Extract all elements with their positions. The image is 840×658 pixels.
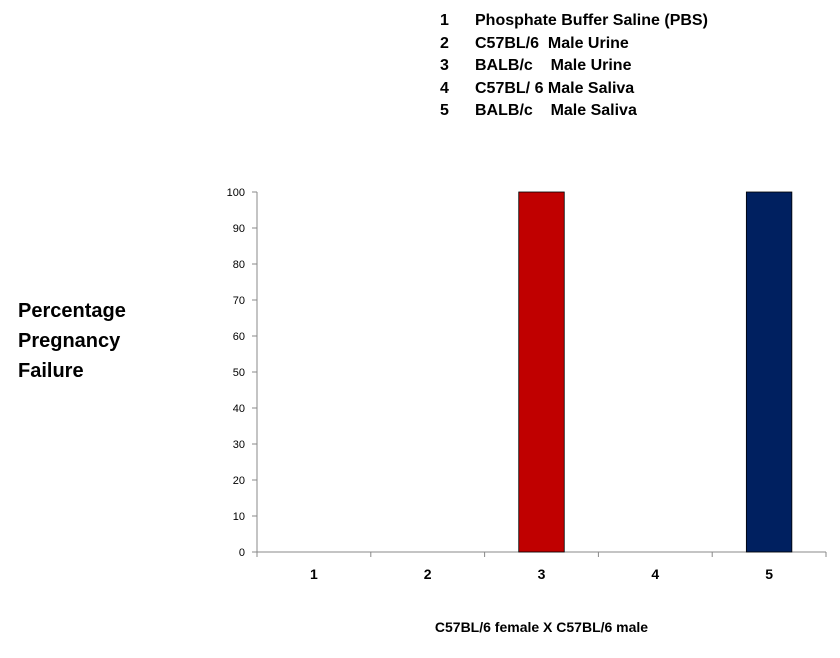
y-tick-label: 40 — [233, 403, 245, 415]
y-axis-title-line: Percentage — [18, 300, 126, 322]
x-tick-label: 4 — [651, 566, 659, 582]
y-tick-label: 0 — [239, 547, 245, 559]
legend-item: 5 BALB/c Male Saliva — [440, 100, 708, 123]
y-tick-label: 30 — [233, 439, 245, 451]
x-axis-title: C57BL/6 female X C57BL/6 male — [434, 619, 649, 635]
legend-label: C57BL/ 6 Male Saliva — [475, 79, 635, 97]
y-tick-label: 70 — [233, 295, 245, 307]
y-tick-label: 80 — [233, 259, 245, 271]
legend-number: 4 — [440, 79, 449, 97]
legend-label: BALB/c Male Saliva — [475, 102, 637, 120]
x-tick-label: 5 — [765, 566, 773, 582]
legend-number: 3 — [440, 57, 449, 75]
y-axis-title: Percentage Pregnancy Failure — [18, 296, 126, 386]
y-axis-title-line: Failure — [18, 360, 84, 382]
y-tick-label: 60 — [233, 331, 245, 343]
legend-item: 1 Phosphate Buffer Saline (PBS) — [440, 10, 708, 33]
y-tick-label: 50 — [233, 367, 245, 379]
legend-label: C57BL/6 Male Urine — [475, 34, 629, 52]
x-tick-label: 2 — [424, 566, 432, 582]
bar — [518, 191, 565, 553]
legend-label: BALB/c Male Urine — [475, 57, 632, 75]
x-tick-label: 1 — [310, 566, 318, 582]
legend-label: Phosphate Buffer Saline (PBS) — [475, 12, 708, 30]
legend: 1 Phosphate Buffer Saline (PBS) 2 C57BL/… — [440, 10, 708, 123]
y-tick-label: 100 — [227, 187, 245, 199]
y-axis-title-line: Pregnancy — [18, 330, 121, 352]
legend-item: 4 C57BL/ 6 Male Saliva — [440, 78, 708, 101]
legend-number: 5 — [440, 102, 449, 120]
y-tick-label: 20 — [233, 475, 245, 487]
x-tick-label: 3 — [538, 566, 546, 582]
y-tick-label: 90 — [233, 223, 245, 235]
bar — [745, 191, 793, 553]
legend-number: 1 — [440, 12, 449, 30]
legend-item: 2 C57BL/6 Male Urine — [440, 33, 708, 56]
legend-number: 2 — [440, 34, 449, 52]
legend-item: 3 BALB/c Male Urine — [440, 55, 708, 78]
y-tick-label: 10 — [233, 511, 245, 523]
